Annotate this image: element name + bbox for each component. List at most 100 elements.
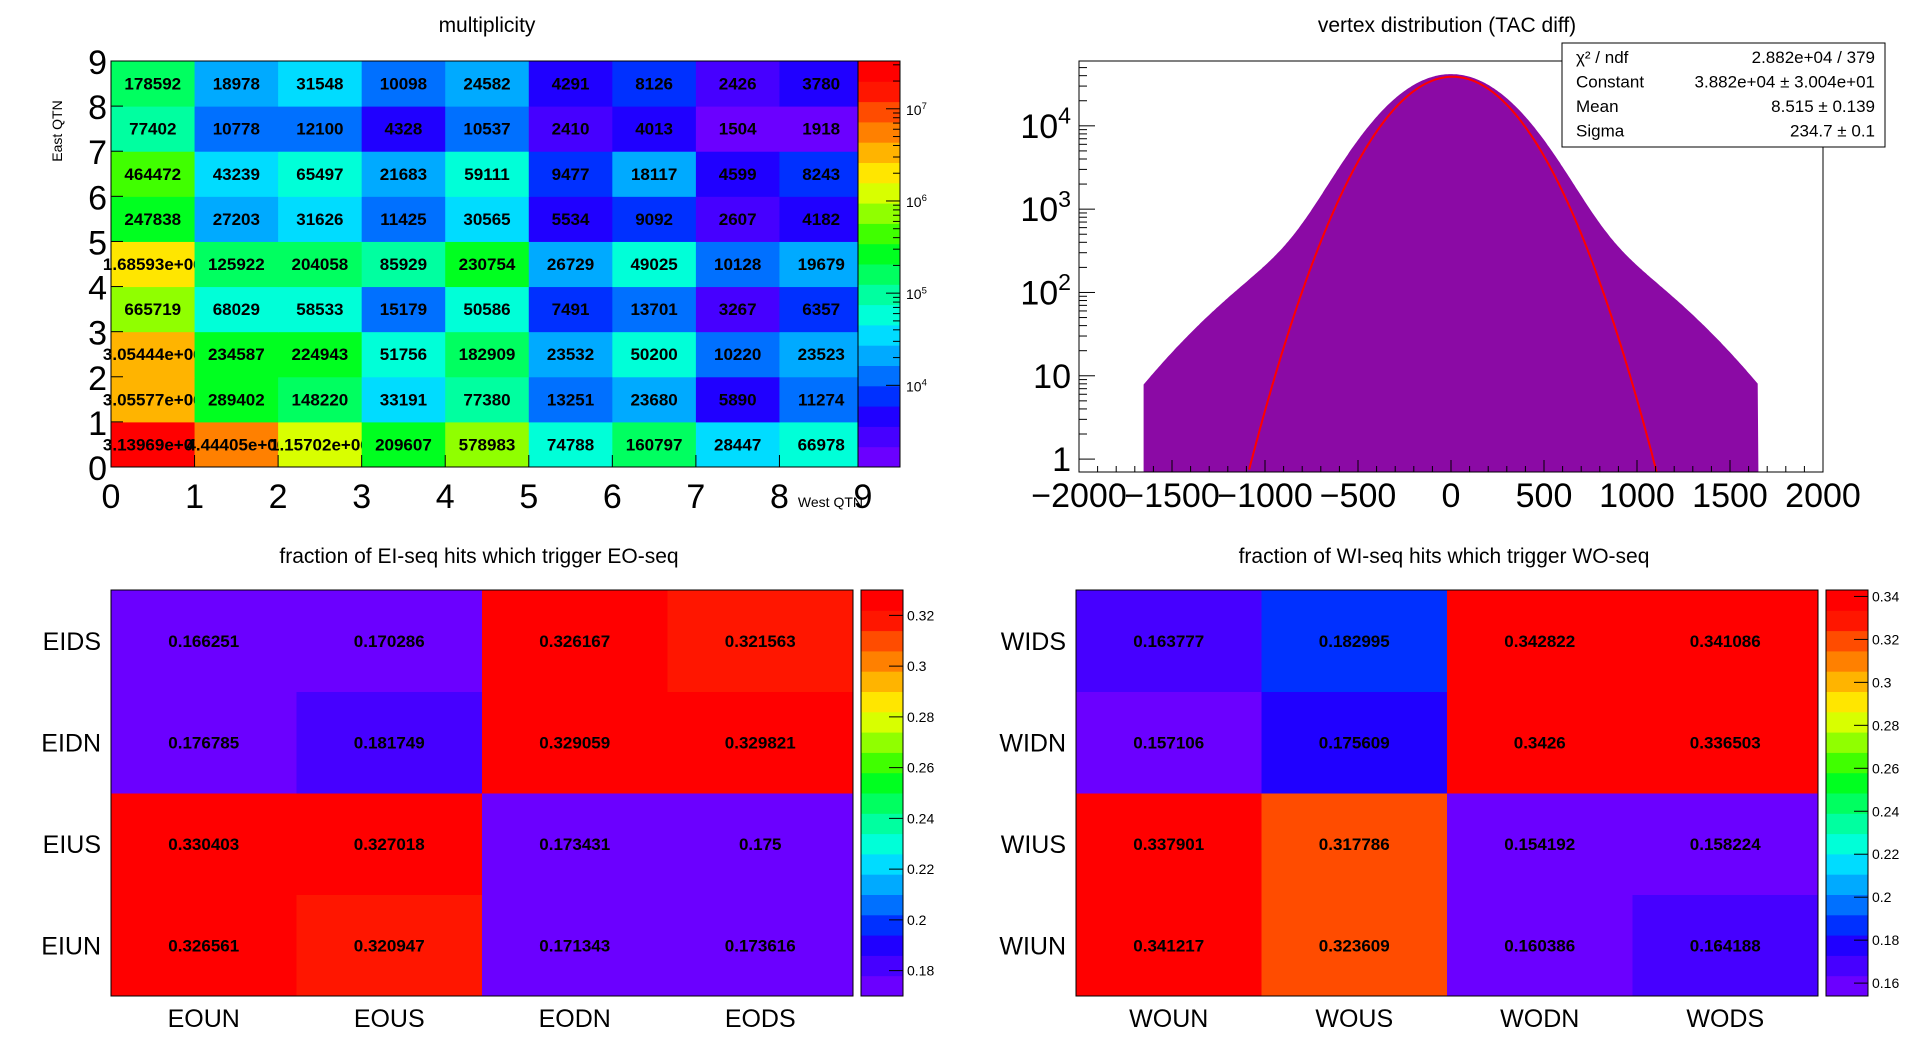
- cell-label: 148220: [292, 390, 349, 409]
- cell-label: 11274: [798, 390, 845, 409]
- cell-label: 66978: [798, 435, 845, 454]
- colorbar-segment: [861, 894, 903, 916]
- colorbar-segment: [1826, 975, 1868, 997]
- cell-label: 4013: [635, 120, 673, 139]
- colorbar-segment: [858, 101, 900, 123]
- colorbar-segment: [858, 223, 900, 245]
- cell-label: 0.158224: [1690, 835, 1761, 854]
- heatmap-cell: [278, 241, 363, 288]
- heatmap-cell: [1076, 894, 1262, 997]
- heatmap-cell: [528, 331, 613, 378]
- heatmap-cell: [278, 286, 363, 333]
- y-category-label: WIUS: [1001, 831, 1066, 859]
- heatmap-cell: [1076, 793, 1262, 895]
- heatmap-cell: [111, 241, 196, 288]
- stats-label: Constant: [1576, 73, 1644, 92]
- cell-label: 21683: [380, 165, 427, 184]
- colorbar-segment: [861, 630, 903, 652]
- heatmap-cell: [194, 196, 279, 242]
- colorbar-tick-label: 0.32: [907, 607, 934, 623]
- colorbar-tick-label: 105: [906, 285, 927, 302]
- colorbar-tick-label: 0.2: [907, 912, 927, 928]
- chart-title: vertex distribution (TAC diff): [1318, 14, 1576, 37]
- colorbar-segment: [1826, 752, 1868, 774]
- heatmap-cell: [1261, 894, 1448, 997]
- colorbar-segment: [1826, 732, 1868, 753]
- colorbar-segment: [1826, 793, 1868, 814]
- x-tick-label: 1: [185, 478, 204, 516]
- cell-label: 0.326167: [539, 632, 610, 651]
- colorbar-segment: [1826, 833, 1868, 855]
- colorbar-segment: [1826, 691, 1868, 713]
- cell-label: 4328: [385, 120, 423, 139]
- heatmap-cell: [445, 376, 530, 423]
- colorbar-segment: [861, 590, 903, 611]
- y-tick-label: 8: [88, 89, 107, 127]
- x-tick-label: 6: [603, 478, 622, 516]
- colorbar-segment: [861, 711, 903, 733]
- cell-label: 30565: [463, 210, 510, 229]
- heatmap-cell: [528, 106, 613, 152]
- cell-label: 59111: [464, 165, 509, 184]
- heatmap-cell: [695, 241, 780, 288]
- colorbar-tick-label: 104: [906, 377, 928, 394]
- colorbar-tick-label: 0.18: [1872, 932, 1899, 948]
- heatmap-cell: [278, 61, 363, 107]
- cell-label: 18978: [213, 75, 260, 94]
- colorbar-frame: [857, 60, 901, 468]
- x-category-label: EOUS: [354, 1005, 425, 1033]
- colorbar-segment: [858, 182, 900, 204]
- colorbar-segment: [858, 365, 900, 387]
- cell-label: 464472: [124, 165, 181, 184]
- x-category-label: WODS: [1686, 1005, 1764, 1033]
- heatmap-cell: [111, 106, 196, 152]
- heatmap-cell: [111, 331, 196, 378]
- colorbar-tick-label: 0.3: [907, 658, 927, 674]
- heatmap-cell: [445, 241, 530, 288]
- heatmap-cell: [1632, 793, 1819, 895]
- heatmap-cell: [667, 590, 854, 692]
- cell-label: 204058: [292, 255, 349, 274]
- cell-label: 6357: [802, 300, 840, 319]
- cell-label: 65497: [296, 165, 343, 184]
- x-tick-label: 500: [1516, 477, 1573, 515]
- cell-label: 2426: [719, 75, 757, 94]
- heatmap-cell: [194, 286, 279, 333]
- heatmap-cell: [612, 151, 697, 197]
- heatmap-cell: [361, 331, 446, 378]
- plot-frame: [110, 589, 854, 997]
- cell-label: 74788: [547, 435, 594, 454]
- heatmap-cell: [445, 331, 530, 378]
- heatmap-cell: [194, 61, 279, 107]
- cell-label: 68029: [213, 300, 260, 319]
- colorbar-segment: [1826, 874, 1868, 895]
- heatmap-cell: [111, 196, 196, 242]
- colorbar-segment: [858, 142, 900, 163]
- cell-label: 0.173616: [725, 936, 796, 955]
- cell-label: 0.327018: [354, 835, 425, 854]
- cell-label: 51756: [380, 345, 427, 364]
- x-tick-label: 7: [686, 478, 705, 516]
- cell-label: 1504: [719, 120, 757, 139]
- heatmap-cell: [779, 61, 864, 107]
- stats-value: 2.882e+04 / 379: [1752, 48, 1875, 67]
- heatmap-cell: [445, 421, 530, 468]
- heatmap-cell: [1261, 590, 1448, 692]
- cell-label: 125922: [208, 255, 265, 274]
- heatmap-cell: [1447, 793, 1633, 895]
- colorbar-frame: [860, 589, 904, 997]
- heatmap-cell: [361, 151, 446, 197]
- colorbar-tick-label: 0.2: [1872, 889, 1892, 905]
- cell-label: 12100: [296, 120, 343, 139]
- cell-label: 11425: [380, 210, 426, 229]
- y-tick-label: 1: [88, 405, 107, 443]
- x-tick-label: 0: [1442, 477, 1461, 515]
- colorbar-segment: [861, 772, 903, 794]
- colorbar-segment: [858, 426, 900, 448]
- colorbar-segment: [1826, 935, 1868, 956]
- heatmap-cell: [361, 196, 446, 242]
- heatmap-cell: [445, 196, 530, 242]
- heatmap-cell: [695, 376, 780, 423]
- colorbar-segment: [858, 243, 900, 265]
